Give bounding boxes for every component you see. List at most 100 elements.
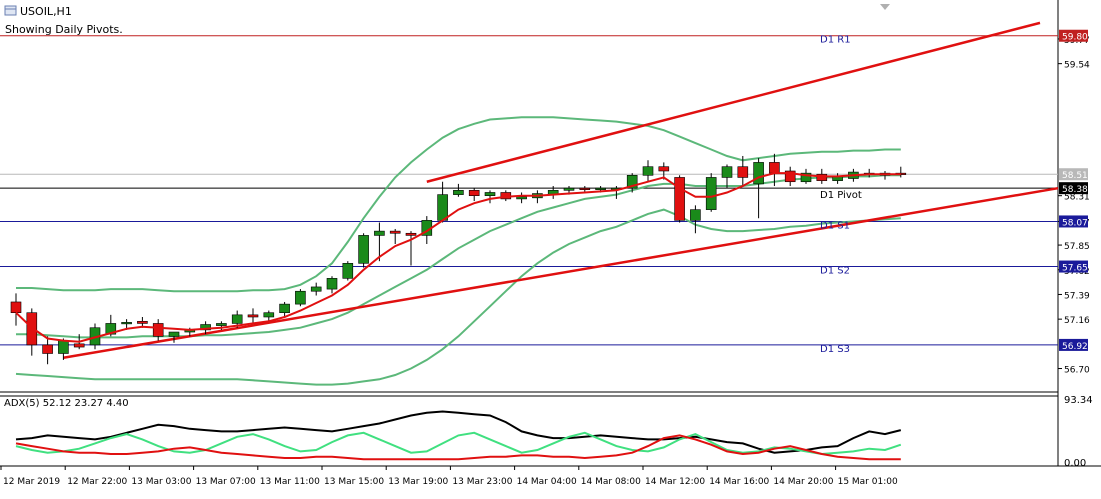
candle-bull — [105, 323, 117, 335]
price-label-box — [1059, 182, 1088, 195]
adx-axis-bottom: 0.00 — [1064, 458, 1086, 469]
candle-bull — [374, 230, 385, 236]
price-tick-label: 58.31 — [1064, 193, 1090, 203]
pivot-label-2: D1 S1 — [820, 220, 850, 231]
candle-bull — [310, 286, 322, 292]
trendlines — [63, 21, 1059, 360]
adx-line — [15, 410, 902, 454]
time-tick-label: 12 Mar 22:00 — [67, 477, 127, 487]
candle-bull — [168, 331, 180, 337]
candle-bear — [73, 343, 85, 348]
time-tick-label: 13 Mar 19:00 — [388, 477, 448, 487]
time-tick-label: 14 Mar 12:00 — [645, 477, 705, 487]
candle-bear — [152, 323, 164, 337]
resistance-trendline — [426, 21, 1041, 183]
adx-indicator — [15, 410, 902, 461]
pivot-label-3: D1 S2 — [820, 266, 850, 277]
candle-bull — [216, 323, 227, 326]
candle-bull — [642, 166, 654, 176]
candle-bear — [405, 232, 417, 236]
pivot-label-4: D1 S3 — [820, 344, 850, 355]
candle-bear — [658, 166, 670, 172]
candle-bull — [279, 303, 290, 314]
price-tick-label: 57.85 — [1064, 242, 1090, 252]
adx-label: ADX(5) 52.12 23.27 4.40 — [4, 398, 129, 409]
candle-bull — [58, 340, 69, 354]
price-label-box — [1059, 168, 1088, 181]
candle-bull — [437, 194, 448, 221]
candle-bull — [200, 324, 211, 331]
candle-bear — [468, 190, 480, 196]
time-tick-label: 13 Mar 15:00 — [324, 477, 384, 487]
candle-bull — [753, 162, 764, 185]
candle-bear — [579, 187, 591, 190]
time-tick-label: 13 Mar 07:00 — [196, 477, 256, 487]
price-tick-label: 56.70 — [1064, 366, 1090, 376]
chart-header: USOIL,H1 Showing Daily Pivots. — [4, 4, 890, 36]
price-tick-label: 57.16 — [1064, 316, 1090, 326]
moving-average — [15, 172, 901, 343]
candle-bull — [295, 290, 306, 305]
candle-bull — [263, 312, 275, 318]
price-label-box — [1059, 260, 1088, 273]
moving-average-line — [15, 172, 901, 343]
bollinger-lower-line — [15, 208, 901, 386]
candle-bull — [690, 209, 701, 221]
candle-bull — [326, 278, 338, 290]
candle-bear — [769, 162, 780, 174]
candlesticks — [10, 153, 907, 365]
candle-bull — [516, 196, 527, 200]
candle-bear — [247, 314, 259, 318]
minus-di-line — [15, 434, 901, 461]
candle-bull — [231, 314, 243, 324]
pivot-label-1: D1 Pivot — [820, 190, 862, 201]
candle-bear — [10, 301, 22, 314]
time-tick-label: 15 Mar 01:00 — [838, 477, 898, 487]
time-tick-label: 13 Mar 03:00 — [131, 477, 191, 487]
candle-bull — [342, 263, 354, 279]
time-axis: 12 Mar 2019 12 Mar 22:00 13 Mar 03:00 13 Ma… — [0, 466, 898, 487]
time-tick-label: 14 Mar 04:00 — [517, 477, 577, 487]
adx-axis-top: 93.34 — [1064, 395, 1093, 406]
time-tick-label: 14 Mar 20:00 — [773, 477, 833, 487]
candle-bull — [563, 187, 575, 191]
price-label-text: 57.65 — [1062, 264, 1088, 274]
price-label-box — [1059, 215, 1088, 228]
time-tick-label: 13 Mar 23:00 — [452, 477, 512, 487]
candle-bull — [705, 177, 717, 210]
pivot-subtitle: Showing Daily Pivots. — [5, 23, 123, 36]
candle-bull — [721, 166, 733, 178]
symbol-label: USOIL,H1 — [20, 5, 72, 18]
candle-bear — [137, 320, 148, 324]
candle-bull — [800, 172, 812, 183]
price-label-box — [1059, 338, 1088, 351]
time-tick-label: 13 Mar 11:00 — [260, 477, 320, 487]
candle-bull — [358, 235, 369, 264]
shift-marker-icon[interactable] — [880, 4, 890, 10]
candle-bear — [42, 344, 53, 354]
candle-bull — [121, 322, 132, 325]
price-label-text: 58.07 — [1062, 218, 1088, 228]
candle-bear — [674, 177, 685, 221]
support-trendline — [63, 186, 1059, 360]
time-tick-label: 14 Mar 16:00 — [709, 477, 769, 487]
candle-bull — [453, 190, 464, 195]
price-label-text: 59.80 — [1062, 33, 1088, 43]
pivot-label-0: D1 R1 — [820, 35, 851, 46]
candle-bear — [816, 173, 828, 181]
price-label-text: 56.92 — [1062, 342, 1088, 352]
candle-bull — [626, 174, 638, 189]
price-tick-label: 59.54 — [1064, 61, 1090, 71]
price-label-text: 58.51 — [1062, 171, 1088, 181]
candle-bull — [484, 192, 496, 196]
chart-window-icon — [4, 5, 17, 16]
bollinger-upper-line — [16, 116, 901, 293]
price-label-text: 58.38 — [1062, 185, 1088, 195]
price-axis: 59.7759.5458.3158.0757.8557.6257.3957.16… — [1058, 29, 1090, 376]
price-label-box — [1059, 29, 1088, 42]
candle-bear — [784, 170, 796, 183]
candle-bear — [389, 230, 401, 234]
